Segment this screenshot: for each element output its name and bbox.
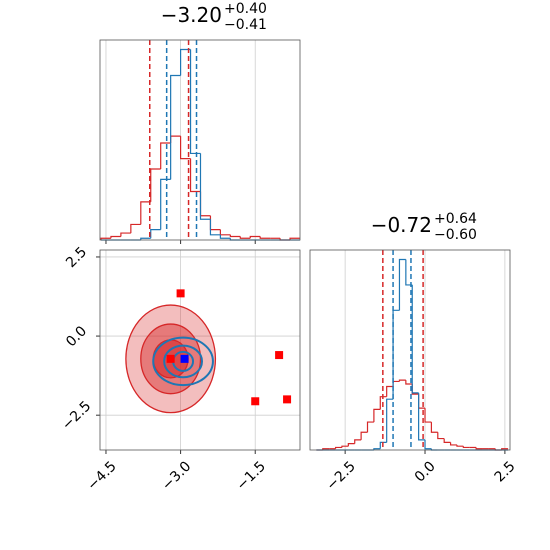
- histogram-step: [120, 232, 131, 237]
- histogram-step: [199, 153, 211, 220]
- panel-title: −0.72: [371, 213, 432, 237]
- histogram-step: [179, 136, 191, 160]
- histogram-step: [437, 432, 445, 440]
- histogram-step: [392, 380, 400, 387]
- histogram-step: [405, 380, 413, 385]
- marker: [166, 354, 175, 363]
- histogram-step: [130, 223, 141, 234]
- x-tick-label: 0.0: [412, 458, 439, 485]
- histogram-step: [424, 439, 432, 450]
- histogram-step: [150, 168, 161, 202]
- histogram-step: [219, 234, 231, 239]
- plot-area: [125, 289, 292, 414]
- histogram-step: [354, 439, 362, 444]
- marker: [275, 351, 284, 360]
- histogram-step: [140, 237, 151, 240]
- x-tick-label: −2.5: [324, 458, 359, 493]
- x-tick-label: 2.5: [492, 458, 519, 485]
- x-tick-label: −4.5: [84, 458, 119, 493]
- histogram-step: [341, 445, 349, 448]
- histogram-step: [424, 408, 432, 423]
- histogram-step: [189, 158, 201, 193]
- histogram-step: [456, 444, 464, 447]
- histogram-step: [189, 49, 201, 155]
- histogram-step: [360, 431, 368, 440]
- histogram-step: [239, 236, 251, 239]
- histogram-step: [366, 421, 374, 433]
- histogram-step: [418, 392, 426, 441]
- histogram-step: [373, 448, 381, 450]
- panel-frame: [99, 39, 301, 241]
- histogram-step: [170, 74, 181, 180]
- histogram-step: [110, 235, 121, 239]
- marker: [283, 395, 292, 404]
- x-tick-label: −3.0: [159, 458, 194, 493]
- histogram-step: [334, 446, 342, 449]
- title-upper: +0.40: [224, 1, 267, 17]
- histogram-step: [259, 236, 271, 239]
- histogram-step: [475, 447, 483, 450]
- histogram-step: [449, 442, 457, 446]
- histogram-step: [411, 284, 419, 394]
- histogram-step: [373, 408, 381, 423]
- histogram-step: [160, 142, 171, 170]
- histogram-step: [398, 258, 406, 311]
- histogram-step: [430, 422, 438, 433]
- histogram-step: [229, 234, 241, 238]
- histogram-step: [386, 398, 394, 443]
- histogram-step: [443, 438, 451, 443]
- contour-level: [163, 344, 203, 379]
- y-tick-label: 2.5: [63, 244, 90, 271]
- histogram-step: [209, 215, 221, 231]
- x-tick-label: −1.5: [234, 458, 269, 493]
- histogram-step: [347, 443, 355, 447]
- histogram-step: [150, 229, 161, 239]
- panel-frame: [99, 249, 301, 451]
- marker: [180, 354, 189, 363]
- y-tick-label: 0.0: [63, 323, 90, 350]
- histogram-step: [209, 219, 221, 236]
- histogram-step: [418, 394, 426, 409]
- histogram-step: [249, 235, 261, 239]
- panel-title: −3.20: [161, 3, 222, 27]
- title-lower: −0.60: [434, 227, 477, 243]
- marker: [176, 289, 185, 298]
- y-tick-label: −2.5: [59, 398, 94, 433]
- histogram-step: [386, 385, 394, 397]
- marker: [251, 397, 260, 406]
- histogram-step: [140, 201, 151, 225]
- histogram-step: [405, 259, 413, 286]
- histogram-step: [392, 309, 400, 400]
- title-upper: +0.64: [434, 211, 477, 227]
- histogram-step: [100, 237, 111, 240]
- contour-level: [152, 336, 214, 387]
- histogram-step: [160, 178, 171, 230]
- histogram-step: [219, 229, 231, 236]
- histogram-step: [379, 396, 387, 410]
- histogram-step: [199, 191, 211, 217]
- panel-frame: [309, 249, 511, 451]
- histogram-step: [398, 379, 406, 382]
- histogram-step: [462, 446, 470, 449]
- histogram-step: [170, 135, 181, 144]
- histogram-step: [379, 441, 387, 449]
- title-lower: −0.41: [224, 17, 267, 33]
- histogram-step: [179, 48, 191, 76]
